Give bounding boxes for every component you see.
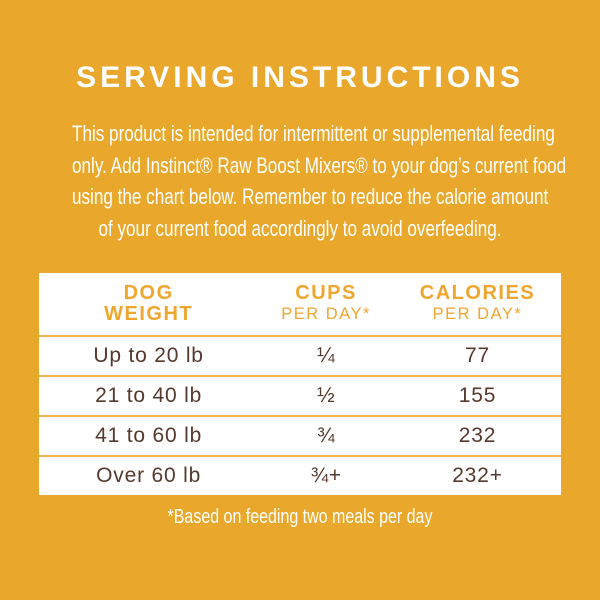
cups-cell: ½: [317, 384, 336, 407]
weight-cell: 41 to 60 lb: [95, 424, 203, 447]
intro-line: This product is intended for intermitten…: [72, 121, 555, 146]
footnote: *Based on feeding two meals per day: [167, 505, 433, 528]
header-cups-line1: CUPS: [295, 282, 357, 304]
cups-cell: ¾+: [310, 464, 342, 487]
table-row: 21 to 40 lb ½ 155: [39, 375, 561, 415]
calories-cell: 232+: [452, 464, 503, 487]
header-calories-line2: PER DAY*: [432, 305, 523, 323]
table-row: Over 60 lb ¾+ 232+: [39, 455, 561, 495]
weight-cell: 21 to 40 lb: [95, 384, 203, 407]
header-calories-per-day: CALORIES PER DAY*: [394, 283, 561, 325]
intro-paragraph: This product is intended for intermitten…: [72, 118, 567, 244]
intro-line: of your current food accordingly to avoi…: [98, 215, 502, 241]
intro-line: using the chart below. Remember to reduc…: [72, 184, 549, 209]
header-dog-weight: DOG WEIGHT: [39, 283, 258, 325]
table-row: Up to 20 lb ¼ 77: [39, 335, 561, 375]
weight-cell: Up to 20 lb: [93, 344, 204, 367]
intro-line: only. Add Instinct® Raw Boost Mixers® to…: [72, 152, 567, 178]
cups-cell: ¾: [317, 424, 336, 447]
calories-cell: 155: [458, 384, 497, 407]
table-header-row: DOG WEIGHT CUPS PER DAY* CALORIES PER DA…: [39, 273, 561, 335]
header-cups-per-day: CUPS PER DAY*: [258, 283, 394, 325]
calories-cell: 232: [458, 424, 497, 447]
cups-cell: ¼: [317, 344, 336, 367]
calories-cell: 77: [464, 344, 490, 367]
header-cups-line2: PER DAY*: [281, 305, 371, 323]
header-calories-line1: CALORIES: [419, 282, 536, 304]
header-dog-weight-line2: WEIGHT: [104, 303, 194, 325]
weight-cell: Over 60 lb: [96, 464, 202, 487]
page-title: SERVING INSTRUCTIONS: [76, 61, 524, 94]
table-row: 41 to 60 lb ¾ 232: [39, 415, 561, 455]
serving-table: DOG WEIGHT CUPS PER DAY* CALORIES PER DA…: [39, 273, 561, 495]
header-dog-weight-line1: DOG: [123, 282, 174, 304]
